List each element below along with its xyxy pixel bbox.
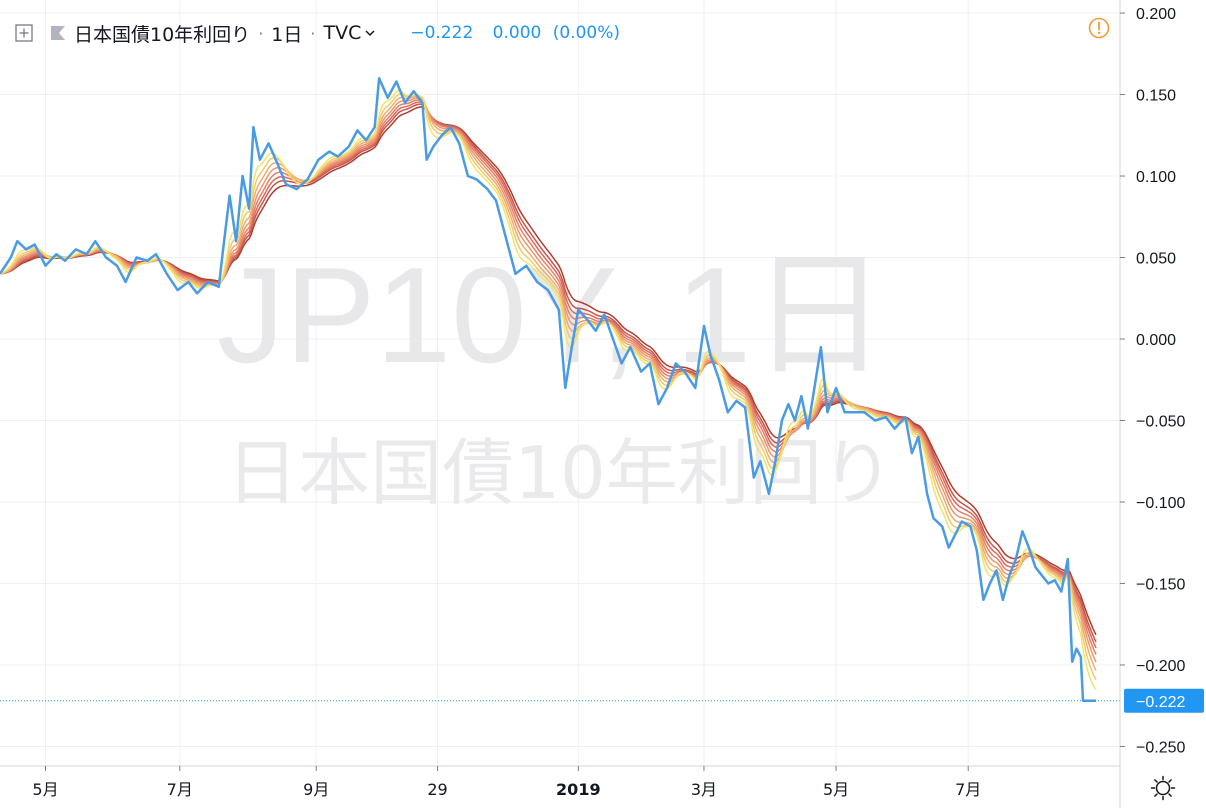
moving-average-line xyxy=(0,93,1097,681)
x-tick-label: 2019 xyxy=(556,780,601,799)
legend-separator: · xyxy=(310,23,316,43)
y-tick-label: 0.000 xyxy=(1136,332,1176,349)
change-percent: (0.00%) xyxy=(552,23,621,43)
moving-average-line xyxy=(0,103,1097,643)
y-tick-label: −0.100 xyxy=(1136,495,1185,512)
y-tick-label: 0.200 xyxy=(1136,6,1176,23)
change-value: 0.000 xyxy=(492,23,542,43)
x-tick-label: 7月 xyxy=(955,780,981,799)
last-price-label-text: −0.222 xyxy=(1136,694,1185,711)
moving-average-line xyxy=(0,97,1097,663)
legend-separator: · xyxy=(258,23,264,43)
y-tick-label: −0.150 xyxy=(1136,576,1185,593)
flag-button[interactable] xyxy=(50,24,66,42)
legend-dropdown-button[interactable] xyxy=(364,27,376,39)
x-tick-label: 9月 xyxy=(303,780,329,799)
y-tick-label: −0.050 xyxy=(1136,413,1185,430)
last-price-label: −0.222 xyxy=(1124,688,1204,713)
y-axis[interactable]: 0.200 0.150 0.100 0.050 0.000 −0.050 −0.100 −0.… xyxy=(1119,0,1185,808)
interval-label[interactable]: 1日 xyxy=(271,23,303,46)
symbol-title[interactable]: 日本国債10年利回り xyxy=(74,23,251,46)
settings-gear-icon[interactable] xyxy=(1150,775,1176,801)
y-tick-label: −0.250 xyxy=(1136,739,1185,756)
chevron-down-icon xyxy=(365,30,375,37)
expand-legend-button[interactable] xyxy=(14,23,34,43)
flag-icon xyxy=(51,26,65,40)
chart-legend: 日本国債10年利回り · 1日 · TVC −0.222 0.000 (0.00… xyxy=(14,18,634,48)
exchange-label[interactable]: TVC xyxy=(323,22,362,44)
x-tick-label: 29 xyxy=(427,780,447,799)
moving-average-ribbon xyxy=(0,89,1097,690)
y-tick-label: 0.050 xyxy=(1136,251,1176,268)
price-series xyxy=(0,76,1096,703)
last-value: −0.222 xyxy=(410,23,474,43)
x-axis[interactable]: 5月 7月 9月 29 2019 3月 5月 7月 xyxy=(0,765,1120,799)
price-line xyxy=(0,76,1096,703)
x-tick-label: 5月 xyxy=(32,780,58,799)
plus-square-icon xyxy=(15,24,33,42)
legend-values: −0.222 0.000 (0.00%) xyxy=(410,23,634,43)
moving-average-line xyxy=(0,101,1097,649)
last-price-label-bg xyxy=(1124,688,1204,713)
x-tick-label: 7月 xyxy=(167,780,193,799)
warning-icon[interactable] xyxy=(1088,17,1110,39)
y-tick-label: 0.100 xyxy=(1136,169,1176,186)
watermark-name: 日本国債10年利回り xyxy=(226,431,894,515)
watermark-symbol: JP10Y, 1日 xyxy=(217,239,887,391)
moving-average-line xyxy=(0,99,1097,655)
x-tick-label: 5月 xyxy=(823,780,849,799)
moving-average-line xyxy=(0,105,1097,636)
moving-average-line xyxy=(0,95,1097,671)
x-tick-label: 3月 xyxy=(691,780,717,799)
moving-average-line xyxy=(0,89,1097,690)
y-tick-label: −0.200 xyxy=(1136,658,1185,675)
y-tick-label: 0.150 xyxy=(1136,88,1176,105)
